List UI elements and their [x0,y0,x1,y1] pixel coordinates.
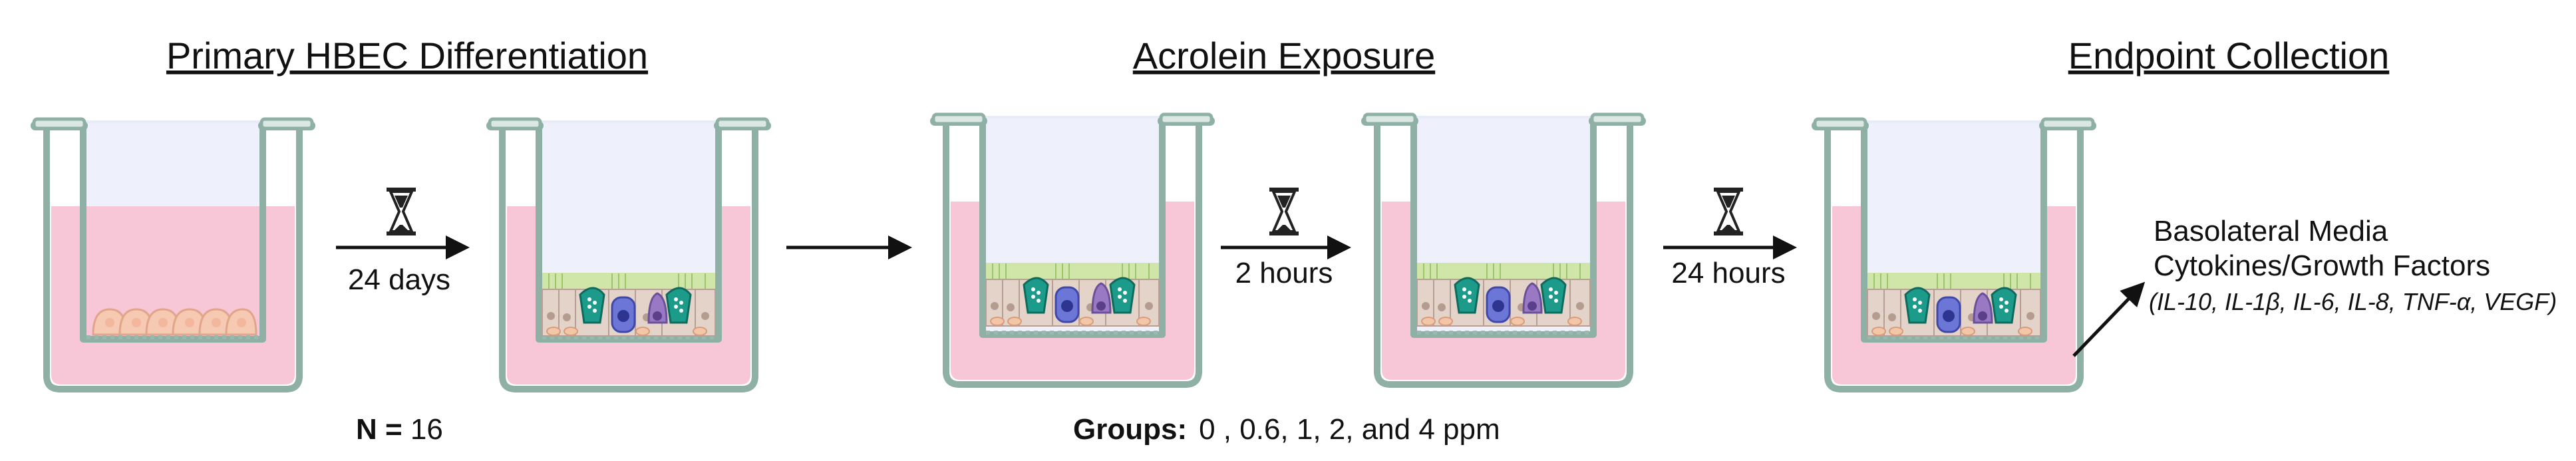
endpoint-line2: Cytokines/Growth Factors [2154,249,2490,282]
transwell-insert-icon [490,119,768,389]
title-differentiation: Primary HBEC Differentiation [166,35,648,77]
hourglass-icon [1712,186,1744,237]
arrow-diagonal-icon [2072,281,2146,357]
endpoint-line1: Basolateral Media [2154,215,2388,247]
groups-value: 0 , 0.6, 1, 2, and 4 ppm [1199,413,1500,446]
n-key: N = [356,413,410,446]
step-hours2-label: 2 hours [1235,257,1333,289]
title-collection: Endpoint Collection [2068,35,2390,77]
transwell-insert-icon [933,114,1211,384]
title-exposure: Acrolein Exposure [1133,35,1435,77]
groups-key: Groups: [1073,413,1187,446]
transwell-insert-icon [1365,114,1643,384]
transwell-insert-icon [1815,119,2093,389]
n-label: N = 16 [356,413,443,446]
groups-label: Groups: 0 , 0.6, 1, 2, and 4 ppm [1073,413,1500,446]
step-hours24-label: 24 hours [1671,257,1785,289]
hourglass-icon [385,186,417,237]
transwell-insert-icon [34,119,312,389]
step-days-label: 24 days [348,263,450,296]
endpoint-line3: (IL-10, IL-1β, IL-6, IL-8, TNF-α, VEGF) [2149,288,2557,315]
hourglass-icon [1268,186,1300,237]
n-value: 16 [410,413,443,446]
